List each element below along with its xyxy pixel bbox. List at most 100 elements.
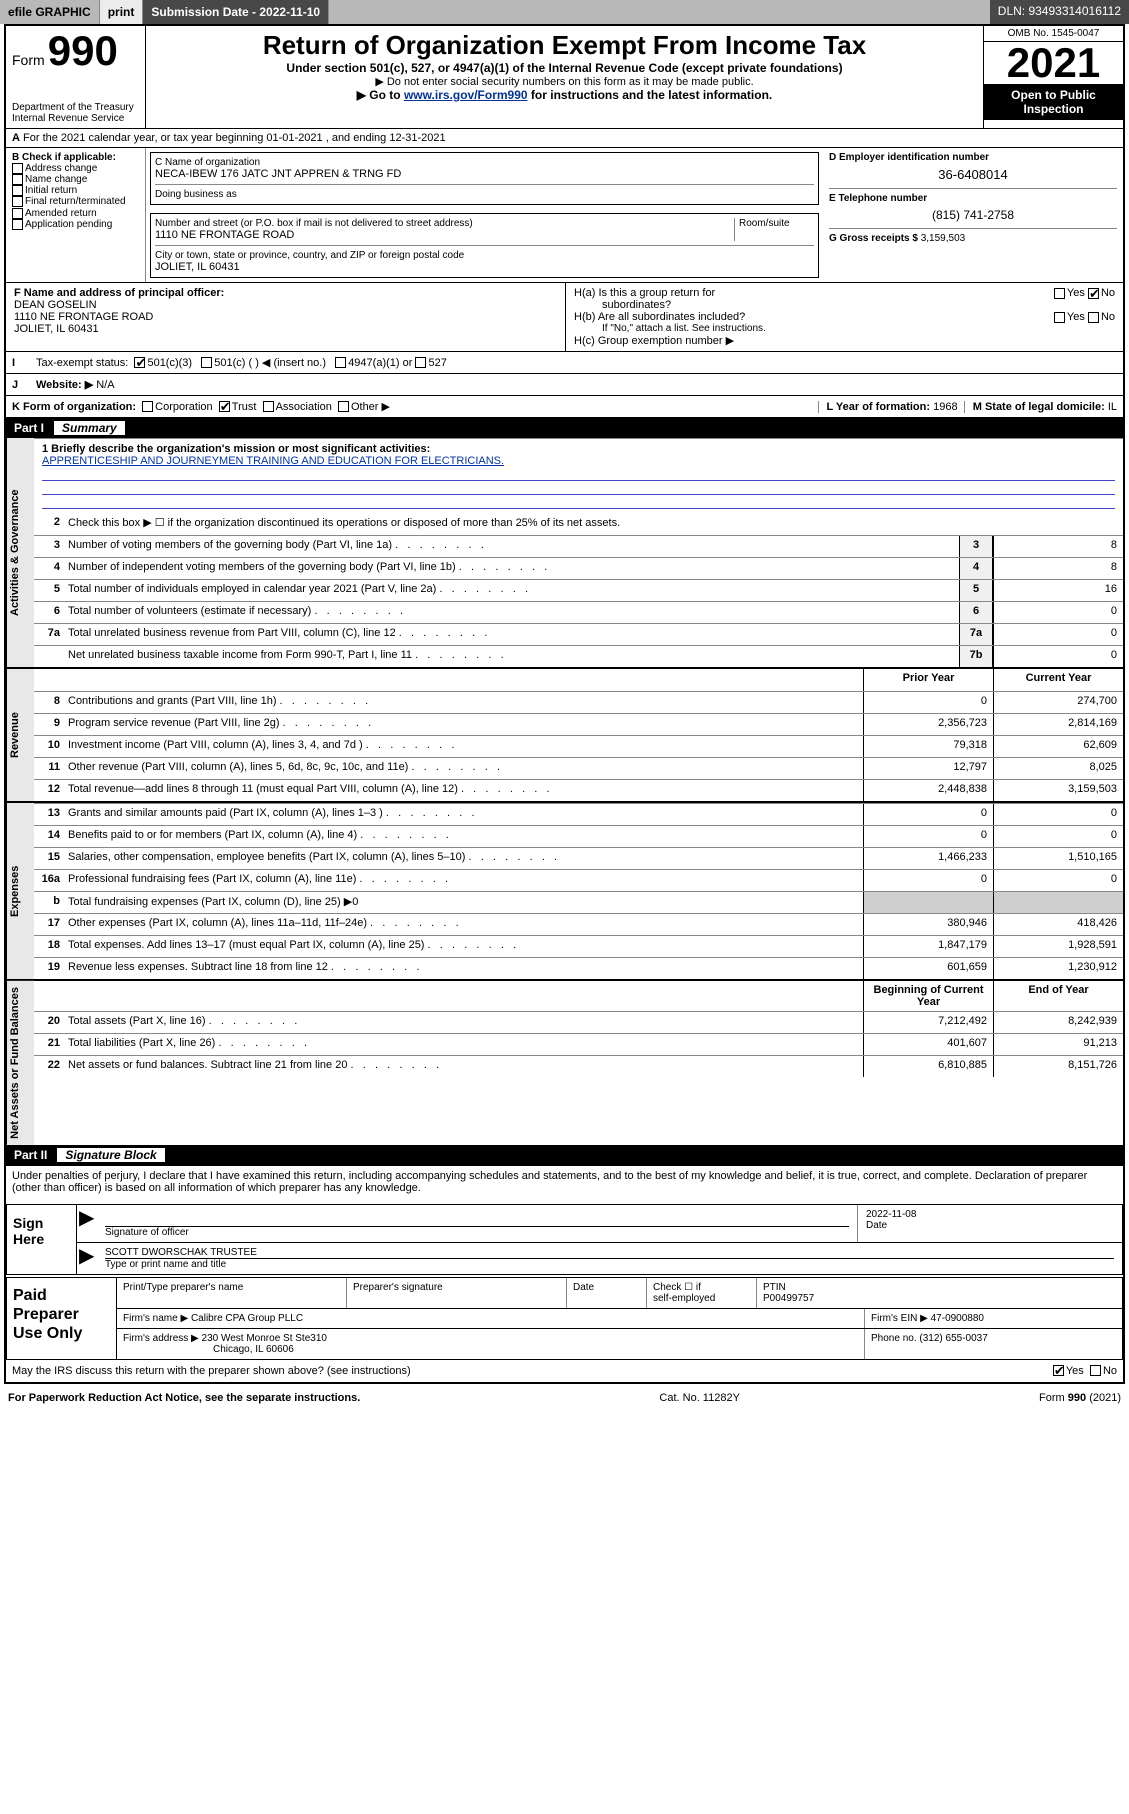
irs-link[interactable]: www.irs.gov/Form990 <box>404 88 528 102</box>
date-label: Date <box>866 1220 1114 1231</box>
chk-name-change[interactable]: Name change <box>12 174 139 185</box>
officer-name: DEAN GOSELIN <box>14 299 557 311</box>
tab-governance: Activities & Governance <box>6 438 34 667</box>
sub3-post: for instructions and the latest informat… <box>531 88 772 102</box>
chk-corp[interactable] <box>142 401 153 412</box>
chk-assoc[interactable] <box>263 401 274 412</box>
page-footer: For Paperwork Reduction Act Notice, see … <box>0 1388 1129 1408</box>
col-d-g: D Employer identification number 36-6408… <box>823 148 1123 282</box>
name-title-label: Type or print name and title <box>105 1259 1114 1270</box>
dept-label: Department of the Treasury <box>12 102 139 113</box>
tab-expenses: Expenses <box>6 803 34 979</box>
b-header: B Check if applicable: <box>12 152 139 163</box>
officer-addr2: JOLIET, IL 60431 <box>14 323 557 335</box>
website-value: N/A <box>96 379 114 391</box>
prep-name-hdr: Print/Type preparer's name <box>117 1278 347 1308</box>
gross-label: G Gross receipts $ <box>829 233 918 244</box>
sign-here-label: Sign Here <box>7 1205 77 1274</box>
summary-line: 11Other revenue (Part VIII, column (A), … <box>34 757 1123 779</box>
arrow-icon: ▶ <box>77 1205 97 1242</box>
city-value: JOLIET, IL 60431 <box>155 261 814 273</box>
firm-addr2: Chicago, IL 60606 <box>123 1344 858 1355</box>
irs-label: Internal Revenue Service <box>12 113 139 124</box>
summary-line: 17Other expenses (Part IX, column (A), l… <box>34 913 1123 935</box>
chk-initial-return[interactable]: Initial return <box>12 185 139 196</box>
print-button[interactable]: print <box>100 0 144 24</box>
arrow-icon: ▶ <box>77 1243 97 1274</box>
c-name-label: C Name of organization <box>155 157 814 168</box>
tel-label: E Telephone number <box>829 193 1117 204</box>
mission-text: APPRENTICESHIP AND JOURNEYMEN TRAINING A… <box>42 455 1115 467</box>
discuss-yes[interactable] <box>1053 1365 1064 1376</box>
prep-sig-hdr: Preparer's signature <box>347 1278 567 1308</box>
top-toolbar: efile GRAPHIC print Submission Date - 20… <box>0 0 1129 24</box>
col-headers-net: Beginning of Current Year End of Year <box>34 981 1123 1011</box>
chk-trust[interactable] <box>219 401 230 412</box>
summary-line: 19Revenue less expenses. Subtract line 1… <box>34 957 1123 979</box>
cat-number: Cat. No. 11282Y <box>360 1392 1039 1404</box>
dba-label: Doing business as <box>155 189 814 200</box>
signature-label: Signature of officer <box>105 1227 849 1238</box>
summary-line: 6Total number of volunteers (estimate if… <box>34 601 1123 623</box>
col-c: C Name of organization NECA-IBEW 176 JAT… <box>146 148 823 282</box>
submission-date-label: Submission Date - 2022-11-10 <box>143 0 329 24</box>
group-return-block: H(a) Is this a group return for Yes No s… <box>566 283 1123 351</box>
chk-4947[interactable] <box>335 357 346 368</box>
part-ii-header: Part II Signature Block <box>6 1145 1123 1165</box>
section-revenue: Revenue b Prior Year Current Year 8Contr… <box>6 667 1123 801</box>
mission-label: 1 Briefly describe the organization's mi… <box>42 443 1115 455</box>
summary-line: 3Number of voting members of the governi… <box>34 535 1123 557</box>
chk-final-return[interactable]: Final return/terminated <box>12 196 139 207</box>
form-number: 990 <box>48 27 118 74</box>
dln-label: DLN: 93493314016112 <box>990 0 1129 24</box>
row-a-period: A For the 2021 calendar year, or tax yea… <box>6 129 1123 148</box>
efile-label: efile GRAPHIC <box>0 0 100 24</box>
chk-address-change[interactable]: Address change <box>12 163 139 174</box>
part-i-header: Part I Summary <box>6 418 1123 438</box>
summary-line: 14Benefits paid to or for members (Part … <box>34 825 1123 847</box>
chk-amended[interactable]: Amended return <box>12 208 139 219</box>
ha-no[interactable] <box>1088 288 1099 299</box>
chk-501c3[interactable] <box>134 357 145 368</box>
discuss-row: May the IRS discuss this return with the… <box>6 1360 1123 1382</box>
paperwork-notice: For Paperwork Reduction Act Notice, see … <box>8 1392 360 1404</box>
summary-line: 13Grants and similar amounts paid (Part … <box>34 803 1123 825</box>
tab-net-assets: Net Assets or Fund Balances <box>6 981 34 1145</box>
summary-line: 21Total liabilities (Part X, line 26)401… <box>34 1033 1123 1055</box>
form-frame: Form 990 Department of the Treasury Inte… <box>4 24 1125 1384</box>
chk-527[interactable] <box>415 357 426 368</box>
chk-other[interactable] <box>338 401 349 412</box>
hc-group-exemption: H(c) Group exemption number ▶ <box>574 334 1115 347</box>
ein-label: D Employer identification number <box>829 152 1117 163</box>
header-mid: Return of Organization Exempt From Incom… <box>146 26 983 128</box>
chk-application-pending[interactable]: Application pending <box>12 219 139 230</box>
form-word: Form <box>12 52 45 68</box>
row-i-tax-status: I Tax-exempt status: 501(c)(3) 501(c) ( … <box>6 352 1123 374</box>
state-domicile: IL <box>1108 401 1117 413</box>
section-governance: Activities & Governance 1 Briefly descri… <box>6 438 1123 667</box>
chk-501c[interactable] <box>201 357 212 368</box>
identity-block: B Check if applicable: Address change Na… <box>6 148 1123 283</box>
firm-name: Calibre CPA Group PLLC <box>191 1313 303 1324</box>
summary-line: 10Investment income (Part VIII, column (… <box>34 735 1123 757</box>
ptin-value: P00499757 <box>763 1293 1116 1304</box>
summary-line: Net unrelated business taxable income fr… <box>34 645 1123 667</box>
principal-officer: F Name and address of principal officer:… <box>6 283 566 351</box>
street-address: 1110 NE FRONTAGE ROAD <box>155 229 734 241</box>
hb-no[interactable] <box>1088 312 1099 323</box>
summary-line: 12Total revenue—add lines 8 through 11 (… <box>34 779 1123 801</box>
summary-line: 15Salaries, other compensation, employee… <box>34 847 1123 869</box>
row-k-org-form: K Form of organization: Corporation Trus… <box>6 396 1123 418</box>
firm-addr1: 230 West Monroe St Ste310 <box>202 1333 327 1344</box>
form-subtitle-3: ▶ Go to www.irs.gov/Form990 for instruct… <box>152 88 977 102</box>
summary-line: 8Contributions and grants (Part VIII, li… <box>34 691 1123 713</box>
discuss-no[interactable] <box>1090 1365 1101 1376</box>
header-left: Form 990 Department of the Treasury Inte… <box>6 26 146 128</box>
hb-yes[interactable] <box>1054 312 1065 323</box>
ptin-label: PTIN <box>763 1282 1116 1293</box>
ha-yes[interactable] <box>1054 288 1065 299</box>
signer-name: SCOTT DWORSCHAK TRUSTEE <box>105 1247 1114 1259</box>
self-employed-chk[interactable]: Check ☐ ifself-employed <box>647 1278 757 1308</box>
gross-value: 3,159,503 <box>921 233 966 244</box>
section-net-assets: Net Assets or Fund Balances Beginning of… <box>6 979 1123 1145</box>
